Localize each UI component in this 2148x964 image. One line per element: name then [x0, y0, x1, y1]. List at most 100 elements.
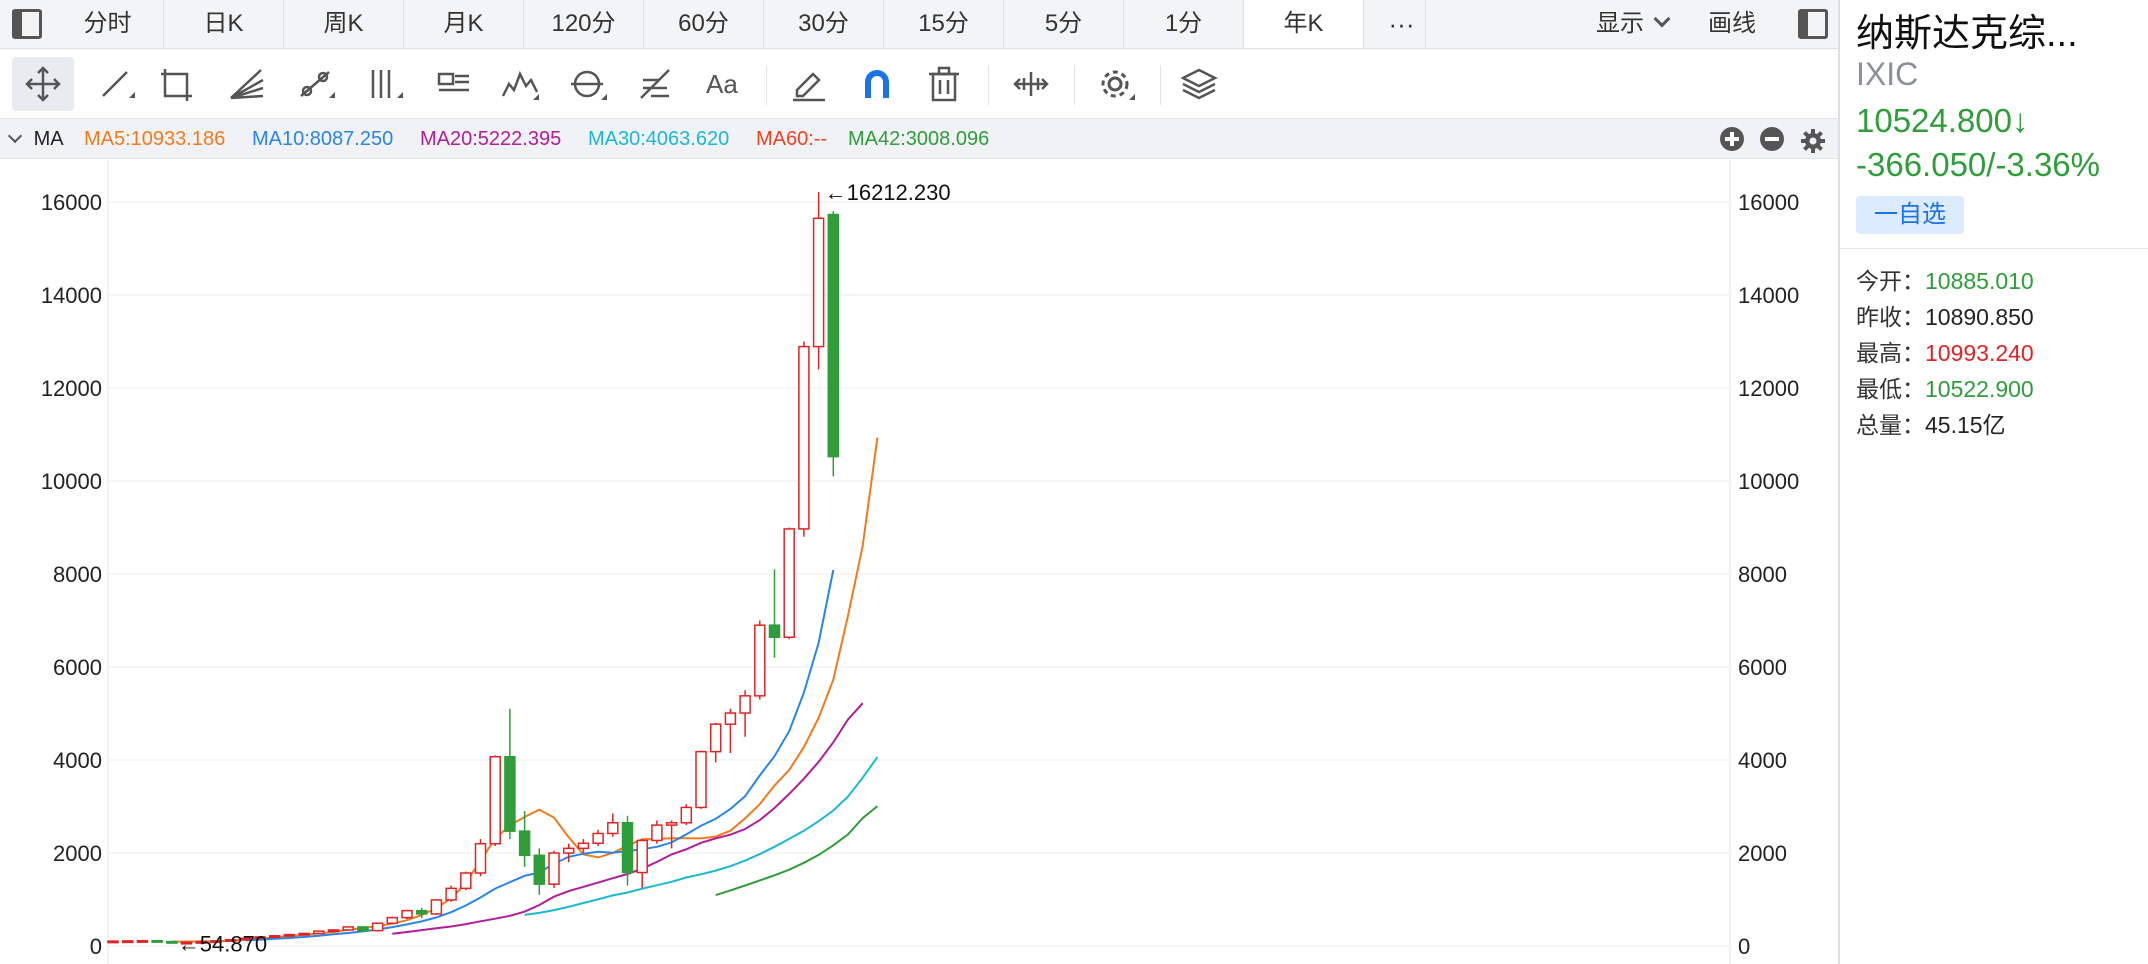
candle-body: [151, 939, 163, 943]
y-tick-label-left: 16000: [41, 190, 102, 215]
candle-body: [709, 723, 722, 753]
tab-period[interactable]: 日K: [164, 0, 284, 48]
more-tabs-button[interactable]: ···: [1378, 0, 1426, 48]
index-name: 纳斯达克综...: [1856, 13, 2078, 55]
candle-body: [812, 217, 825, 348]
candle-body: [695, 750, 707, 809]
candle-body: [298, 932, 310, 936]
candle-body: [827, 213, 840, 458]
y-tick-label-right: 4000: [1738, 748, 1787, 773]
fibonacci-icon: [640, 69, 670, 99]
font-button[interactable]: Aa: [694, 57, 756, 111]
candle-body: [548, 852, 560, 885]
tab-period[interactable]: 月K: [404, 0, 524, 48]
magnet-icon: [865, 70, 889, 98]
ma-line-ma42: [715, 805, 879, 897]
candle-body: [474, 842, 487, 874]
move-tool-button[interactable]: [12, 57, 74, 111]
tab-period[interactable]: 周K: [284, 0, 404, 48]
y-tick-label-right: 8000: [1738, 562, 1787, 587]
left-panel-toggle-button[interactable]: [0, 0, 52, 48]
candlestick-chart[interactable]: 0 0 2000 2000 4000 4000 6000 6000 8000 8000 10000 1…: [0, 160, 1838, 964]
candle-body: [651, 824, 663, 842]
candle-body: [592, 832, 604, 844]
tab-period[interactable]: 60分: [644, 0, 764, 48]
ma-legend-item: MA5:10933.186: [84, 128, 226, 150]
candle-body: [415, 909, 428, 915]
candle-body: [533, 854, 546, 885]
ma-title: MA: [33, 128, 64, 150]
candle-body: [401, 909, 413, 919]
measure-button[interactable]: [1000, 57, 1062, 111]
chevron-down-icon: [7, 128, 23, 144]
quote-label: 最低：: [1856, 376, 1925, 402]
draw-line-button[interactable]: 画线: [1708, 10, 1756, 37]
tab-period[interactable]: 120分: [524, 0, 644, 48]
text-note-icon: [437, 72, 469, 92]
font-icon: Aa: [706, 69, 738, 99]
tab-period[interactable]: 分时: [52, 0, 164, 48]
candle-body: [577, 842, 590, 850]
wave-button[interactable]: [490, 57, 552, 111]
y-tick-label-right: 2000: [1738, 841, 1787, 866]
pencil-icon: [793, 72, 825, 102]
indicator-settings-button[interactable]: [1801, 127, 1825, 153]
candle-body: [268, 935, 281, 939]
y-tick-label-left: 0: [90, 934, 102, 959]
panel-icon: [1798, 9, 1828, 39]
candle-body: [636, 839, 648, 874]
add-indicator-button[interactable]: [1720, 127, 1744, 151]
layers-icon: [1181, 68, 1218, 100]
y-tick-label-right: 0: [1738, 934, 1750, 959]
candle-body: [518, 830, 531, 857]
display-menu-button[interactable]: 显示: [1596, 0, 1671, 48]
layers-button[interactable]: [1170, 57, 1232, 111]
candle-body: [254, 936, 266, 940]
segment-button[interactable]: [286, 57, 348, 111]
remove-indicator-button[interactable]: [1760, 127, 1784, 151]
vertical-lines-button[interactable]: [356, 57, 418, 111]
max-price-label: ←16212.230: [825, 180, 951, 205]
delete-drawings-button[interactable]: [914, 57, 976, 111]
remove-watchlist-button[interactable]: 一自选: [1856, 196, 1964, 234]
candle-body: [313, 930, 325, 935]
pencil-button[interactable]: [778, 57, 840, 111]
candle-body: [607, 822, 619, 835]
cycle-icon: [571, 70, 607, 100]
rectangle-button[interactable]: [146, 57, 208, 111]
fan-button[interactable]: [216, 57, 278, 111]
minus-circle-icon: [1760, 127, 1784, 151]
tab-period[interactable]: 5分: [1004, 0, 1124, 48]
candle-body: [460, 872, 472, 890]
trend-line-button[interactable]: [86, 57, 148, 111]
candle-body: [166, 940, 178, 944]
quote-row: 昨收：10890.850: [1856, 298, 2034, 332]
move-tool-icon: [25, 66, 61, 102]
settings-button[interactable]: [1086, 57, 1148, 111]
rectangle-icon: [161, 69, 192, 101]
quote-label: 最高：: [1856, 340, 1925, 366]
tab-period[interactable]: 30分: [764, 0, 884, 48]
candle-body: [371, 922, 384, 932]
ma-collapse-toggle[interactable]: MA: [7, 119, 64, 159]
quote-value: 10993.240: [1925, 340, 2034, 366]
magnet-button[interactable]: [846, 57, 908, 111]
candle-body: [724, 712, 737, 725]
min-price-label: ←54.870: [178, 931, 267, 956]
y-tick-label-left: 4000: [53, 748, 102, 773]
tab-period[interactable]: 年K: [1244, 0, 1364, 48]
y-tick-label-right: 12000: [1738, 376, 1799, 401]
fibonacci-button[interactable]: [626, 57, 688, 111]
candle-body: [180, 941, 193, 945]
plus-circle-icon: [1720, 127, 1744, 151]
cycle-button[interactable]: [558, 57, 620, 111]
quote-row: 总量：45.15亿: [1856, 406, 2006, 440]
quote-value: 10885.010: [1925, 268, 2034, 294]
right-panel-toggle-button[interactable]: [1786, 0, 1838, 48]
candle-body: [680, 806, 693, 824]
tab-period[interactable]: 1分: [1124, 0, 1244, 48]
tab-period[interactable]: 15分: [884, 0, 1004, 48]
candle-body: [783, 528, 795, 638]
text-note-button[interactable]: [424, 57, 486, 111]
quote-panel: 纳斯达克综... IXIC 10524.800↓ -366.050/-3.36%…: [1838, 0, 2148, 964]
